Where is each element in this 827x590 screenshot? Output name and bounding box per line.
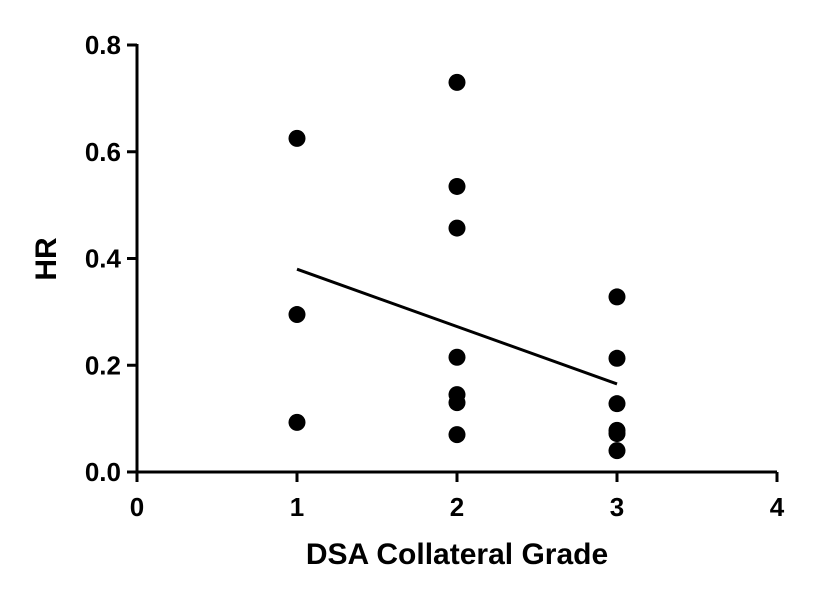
y-tick-label: 0.0 <box>85 457 121 487</box>
axes <box>127 43 779 482</box>
data-point <box>448 177 466 195</box>
data-point <box>448 219 466 237</box>
y-tick-label: 0.8 <box>85 30 121 60</box>
data-point <box>608 395 626 413</box>
data-point <box>288 413 306 431</box>
x-tick-label: 0 <box>130 492 144 522</box>
trend-line <box>296 267 618 386</box>
y-axis-title: HR <box>30 237 63 281</box>
x-tick-label: 3 <box>610 492 624 522</box>
y-tick-label: 0.2 <box>85 350 121 380</box>
x-tick-label: 2 <box>450 492 464 522</box>
y-tick-label: 0.4 <box>85 244 122 274</box>
x-tick-label: 4 <box>770 492 785 522</box>
tick-labels: 0 1 2 3 4 0.0 0.2 0.4 0.6 0.8 <box>85 30 785 522</box>
data-point <box>608 442 626 460</box>
data-point <box>608 288 626 306</box>
data-point <box>448 394 466 412</box>
data-point <box>448 426 466 444</box>
data-points <box>288 73 626 460</box>
y-tick-label: 0.6 <box>85 137 121 167</box>
x-tick-label: 1 <box>290 492 304 522</box>
trend-line-group <box>296 267 618 386</box>
x-axis-title: DSA Collateral Grade <box>306 538 608 571</box>
data-point <box>288 306 306 324</box>
data-point <box>288 129 306 147</box>
data-point <box>608 349 626 367</box>
data-point <box>608 425 626 443</box>
data-point <box>448 348 466 366</box>
data-point <box>448 73 466 91</box>
